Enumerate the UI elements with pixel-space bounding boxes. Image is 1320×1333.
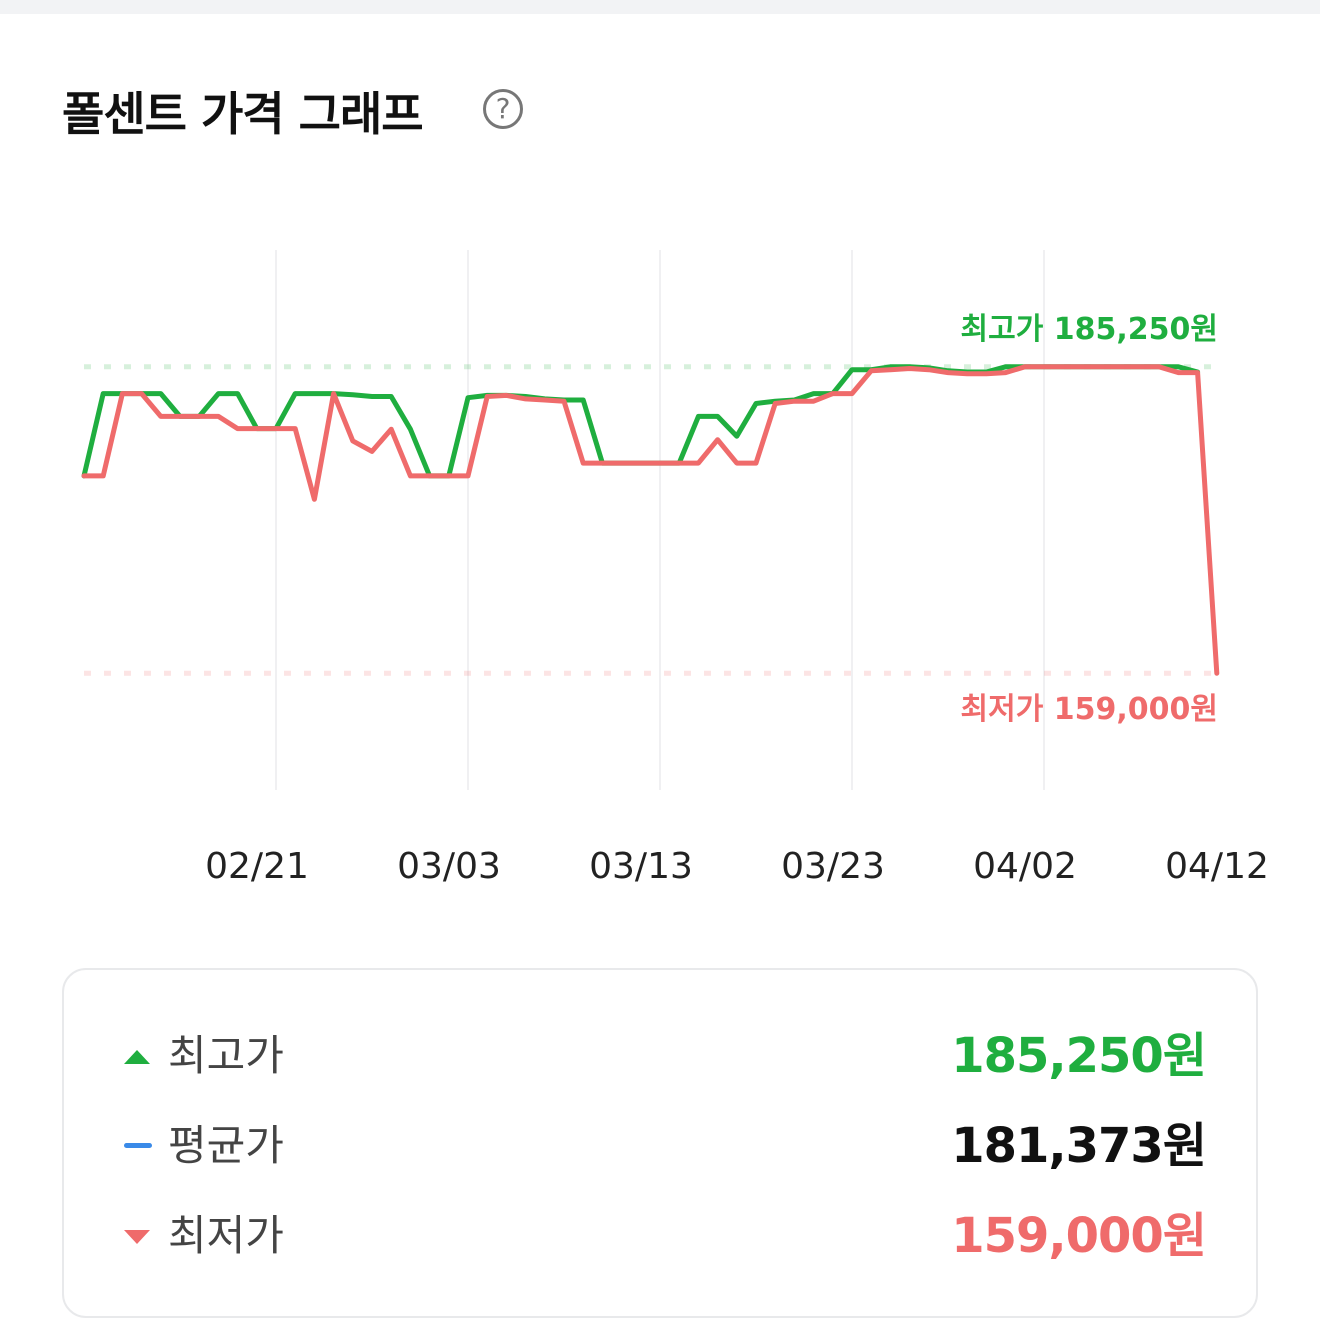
series-line-high [81, 364, 1201, 479]
top-divider [0, 0, 1320, 14]
question-circle-icon[interactable]: ? [483, 89, 523, 129]
triangle-up-icon [124, 1050, 150, 1064]
x-tick-label: 03/03 [397, 846, 501, 887]
triangle-down-icon [124, 1230, 150, 1244]
summary-value-low: 159,000원 [951, 1208, 1207, 1264]
price-summary-card: 최고가 185,250원 평균가 181,373원 최저가 159,000원 [62, 968, 1258, 1318]
x-tick-label: 03/13 [589, 846, 693, 887]
x-tick-label: 02/21 [205, 846, 309, 887]
summary-row-low: 최저가 159,000원 [124, 1206, 1207, 1266]
reference-label-low: 최저가 159,000원 [961, 692, 1219, 727]
reference-label-high: 최고가 185,250원 [961, 312, 1219, 347]
x-tick-label: 03/23 [781, 846, 885, 887]
summary-value-avg: 181,373원 [951, 1118, 1207, 1174]
summary-row-avg: 평균가 181,373원 [124, 1116, 1207, 1176]
summary-label-low: 최저가 [168, 1211, 284, 1260]
summary-label-avg: 평균가 [168, 1121, 284, 1170]
dash-icon [124, 1143, 152, 1148]
page-title: 폴센트 가격 그래프 [62, 87, 424, 141]
summary-row-high: 최고가 185,250원 [124, 1026, 1207, 1086]
price-chart: 02/21 03/03 03/13 03/23 04/02 04/12 최고가 185,25… [81, 250, 1269, 887]
x-tick-label: 04/02 [973, 846, 1077, 887]
summary-value-high: 185,250원 [951, 1028, 1207, 1084]
x-tick-label: 04/12 [1165, 846, 1269, 887]
series-line-low [81, 364, 1220, 676]
summary-label-high: 최고가 [168, 1031, 284, 1080]
